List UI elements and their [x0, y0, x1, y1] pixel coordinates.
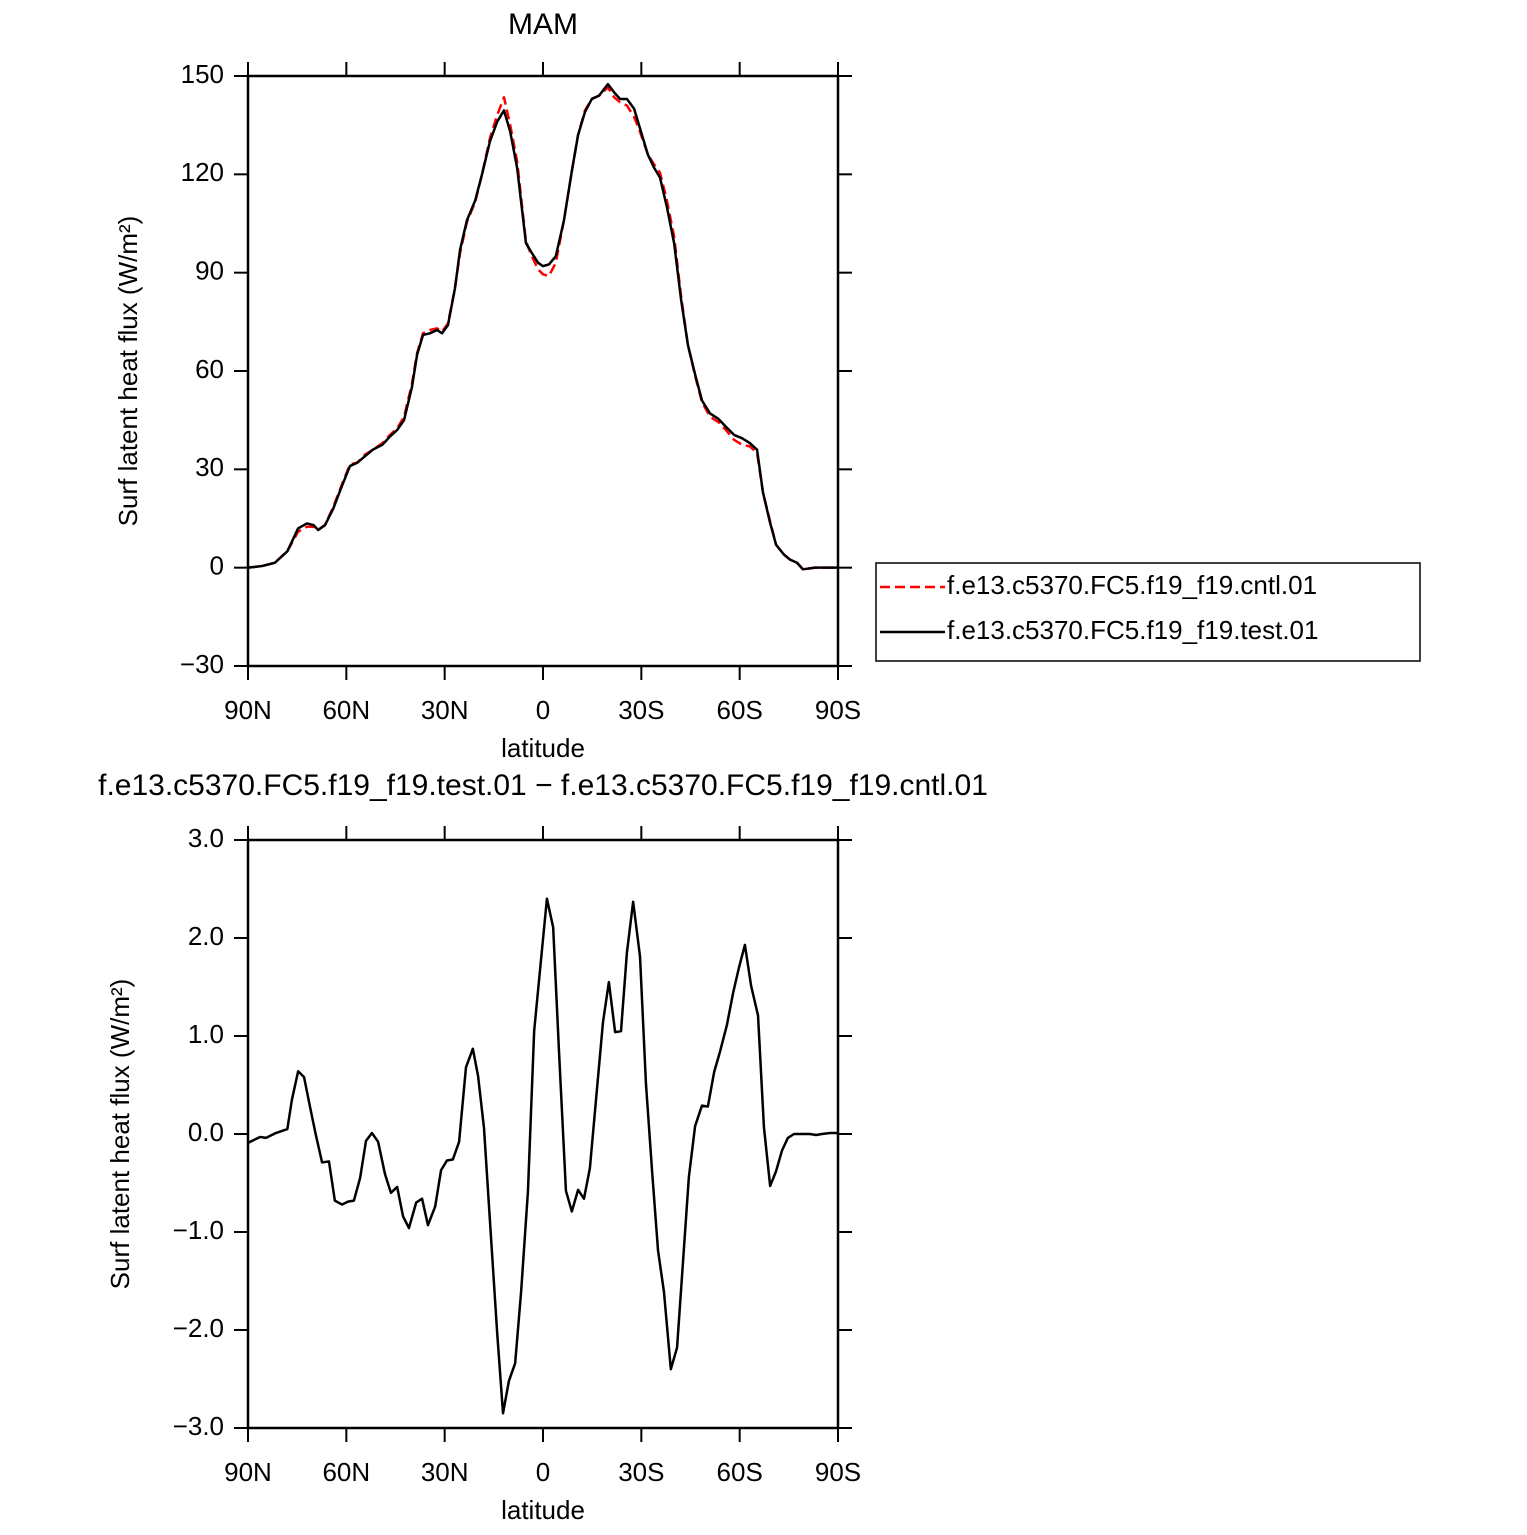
x-tick-label: 60S [717, 695, 763, 725]
y-tick-label: 120 [181, 157, 224, 187]
y-tick-label: 3.0 [188, 823, 224, 853]
x-tick-label: 30N [421, 1457, 469, 1487]
x-tick-label: 90N [224, 1457, 272, 1487]
legend-label: f.e13.c5370.FC5.f19_f19.cntl.01 [947, 570, 1317, 600]
x-axis-label: latitude [501, 1495, 585, 1525]
x-tick-label: 0 [536, 695, 550, 725]
data-line [247, 86, 838, 571]
y-axis-label: Surf latent heat flux (W/m²) [105, 979, 135, 1290]
y-tick-label: 1.0 [188, 1019, 224, 1049]
chart-title: MAM [508, 8, 578, 41]
y-tick-label: 0.0 [188, 1117, 224, 1147]
data-line [247, 82, 838, 571]
x-tick-label: 30S [618, 1457, 664, 1487]
plot-frame [246, 74, 840, 668]
legend-label: f.e13.c5370.FC5.f19_f19.test.01 [947, 615, 1318, 645]
y-tick-label: 2.0 [188, 921, 224, 951]
x-tick-label: 60N [322, 695, 370, 725]
x-tick-label: 90S [815, 1457, 861, 1487]
y-tick-label: −3.0 [173, 1411, 224, 1441]
y-tick-label: 90 [195, 256, 224, 286]
y-tick-label: 150 [181, 59, 224, 89]
x-tick-label: 60N [322, 1457, 370, 1487]
x-axis-label: latitude [501, 733, 585, 763]
plot-frame [246, 838, 840, 1430]
x-tick-label: 30S [618, 695, 664, 725]
data-line [247, 897, 838, 1415]
chart-title: f.e13.c5370.FC5.f19_f19.test.01 − f.e13.… [98, 769, 988, 802]
y-tick-label: 30 [195, 452, 224, 482]
y-tick-label: −1.0 [173, 1215, 224, 1245]
y-tick-label: 0 [210, 551, 224, 581]
x-tick-label: 90S [815, 695, 861, 725]
y-tick-label: 60 [195, 354, 224, 384]
legend-box [875, 562, 1421, 662]
y-axis-label: Surf latent heat flux (W/m²) [113, 216, 143, 527]
x-tick-label: 60S [717, 1457, 763, 1487]
x-tick-label: 90N [224, 695, 272, 725]
y-tick-label: −30 [180, 649, 224, 679]
x-tick-label: 0 [536, 1457, 550, 1487]
y-tick-label: −2.0 [173, 1313, 224, 1343]
x-tick-label: 30N [421, 695, 469, 725]
